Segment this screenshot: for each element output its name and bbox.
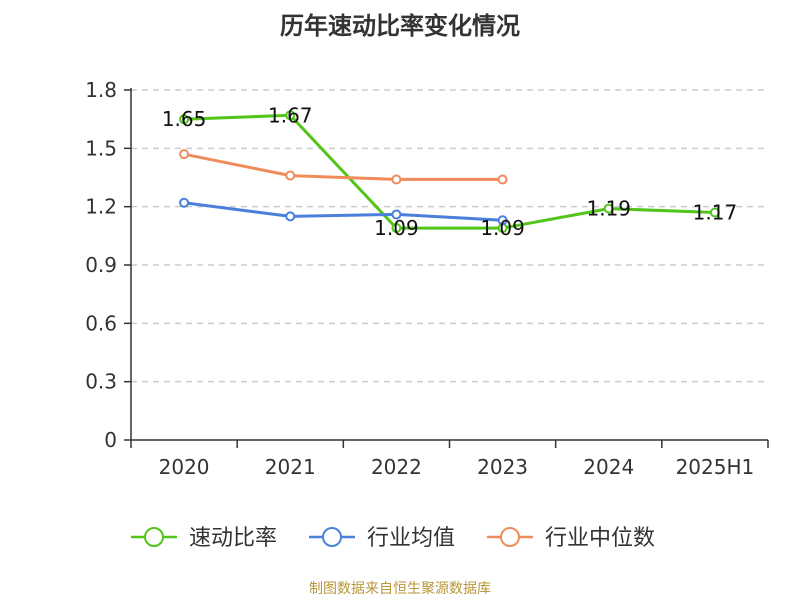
data-point: [179, 114, 190, 125]
data-point: [285, 110, 296, 121]
data-point: [391, 209, 402, 220]
legend-swatch-marker: [322, 527, 342, 547]
x-tick-label: 2022: [371, 455, 422, 479]
y-tick-label: 0: [104, 428, 117, 452]
data-label: 1.65: [162, 107, 207, 131]
y-tick-label: 0.3: [85, 370, 117, 394]
axes: 0 0.3 0.6 0.9 1.2 1.5 1.8 2020 2021 2022 2023 2024 2…: [85, 78, 769, 479]
chart-title: 历年速动比率变化情况: [280, 12, 520, 40]
legend-item[interactable]: 行业均值: [309, 526, 455, 551]
legend-swatch-marker: [500, 527, 520, 547]
series-lines: [179, 110, 720, 234]
data-point: [179, 149, 190, 160]
data-labels: 1.65 1.67 1.09 1.09 1.19 1.17: [162, 103, 737, 240]
data-point: [285, 211, 296, 222]
y-tick-label: 0.6: [85, 311, 117, 335]
x-tick-label: 2023: [477, 455, 528, 479]
legend-item[interactable]: 速动比率: [131, 526, 277, 551]
data-point: [391, 223, 402, 234]
x-tick-label: 2024: [583, 455, 634, 479]
y-tick-label: 1.2: [85, 195, 117, 219]
source-note: 制图数据来自恒生聚源数据库: [309, 581, 491, 597]
data-point: [709, 207, 720, 218]
legend[interactable]: 速动比率 行业均值 行业中位数: [131, 526, 655, 551]
legend-swatch-marker: [144, 527, 164, 547]
grid-lines: [131, 89, 768, 383]
legend-label: 行业均值: [367, 526, 455, 551]
series-line: [184, 113, 715, 230]
data-label: 1.19: [586, 197, 631, 221]
data-point: [285, 170, 296, 181]
y-tick-label: 1.5: [85, 136, 117, 160]
data-label: 1.67: [268, 103, 313, 127]
y-tick-label: 0.9: [85, 253, 117, 277]
data-label: 1.09: [374, 216, 419, 240]
data-point: [179, 197, 190, 208]
y-tick-label: 1.8: [85, 78, 117, 102]
series-line: [183, 201, 503, 222]
data-point: [497, 215, 508, 226]
x-tick-label: 2020: [159, 455, 210, 479]
data-point: [391, 174, 402, 185]
x-tick-label: 2021: [265, 455, 316, 479]
series-line: [183, 152, 503, 181]
x-tick-label: 2025H1: [676, 455, 755, 479]
data-point: [497, 174, 508, 185]
legend-item[interactable]: 行业中位数: [487, 526, 655, 551]
data-point: [603, 203, 614, 214]
legend-label: 速动比率: [189, 526, 277, 551]
data-label: 1.09: [480, 216, 525, 240]
data-label: 1.17: [693, 201, 738, 225]
legend-label: 行业中位数: [545, 526, 655, 551]
